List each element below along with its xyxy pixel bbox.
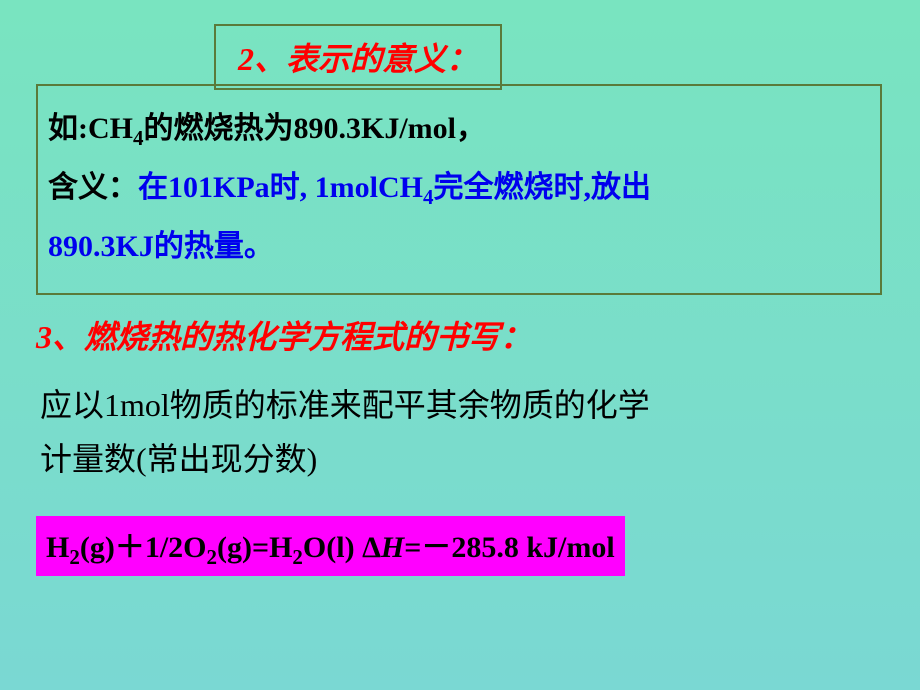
meaning-text-c: 890.3KJ的热量。 [48,230,274,263]
section-3-title: 3、燃烧热的热化学方程式的书写： [36,312,532,358]
meaning-text-a: 在101KPa时, 1molCH [138,171,423,204]
meaning-sub: 4 [423,185,434,209]
eq-g3: O(l) Δ [303,531,381,564]
meaning-box: 如:CH4的燃烧热为890.3KJ/mol， 含义：在101KPa时, 1mol… [36,84,882,295]
example-prefix: 如:CH [48,112,133,145]
thermochemical-equation: H2(g)＋1/2O2(g)=H2O(l) ΔH=－285.8 kJ/mol [36,516,625,576]
meaning-label: 含义： [48,171,138,204]
ch4-sub: 4 [133,126,144,150]
eq-g1: (g)＋1/2O [80,531,207,564]
eq-g2: (g)=H [217,531,292,564]
title-text: 2、表示的意义： [238,41,478,77]
meaning-text-b: 完全燃烧时,放出 [434,171,652,204]
eq-h-italic: H [381,531,404,564]
example-rest: 的燃烧热为890.3KJ/mol， [144,112,487,145]
body3-line2: 计量数(常出现分数) [40,432,860,486]
body3-line1: 应以1mol物质的标准来配平其余物质的化学 [40,378,860,432]
eq-h2sub: 2 [69,545,80,569]
section-2-title: 2、表示的意义： [214,24,502,90]
example-line: 如:CH4的燃烧热为890.3KJ/mol， [48,100,870,159]
section3-text: 3、燃烧热的热化学方程式的书写： [36,319,532,355]
eq-h2osub: 2 [292,545,303,569]
eq-h2: H [46,531,69,564]
meaning-line-1: 含义：在101KPa时, 1molCH4完全燃烧时,放出 [48,159,870,218]
meaning-line-2: 890.3KJ的热量。 [48,218,870,275]
eq-o2sub: 2 [207,545,218,569]
eq-val: =－285.8 kJ/mol [404,531,614,564]
section-3-body: 应以1mol物质的标准来配平其余物质的化学 计量数(常出现分数) [40,378,860,487]
